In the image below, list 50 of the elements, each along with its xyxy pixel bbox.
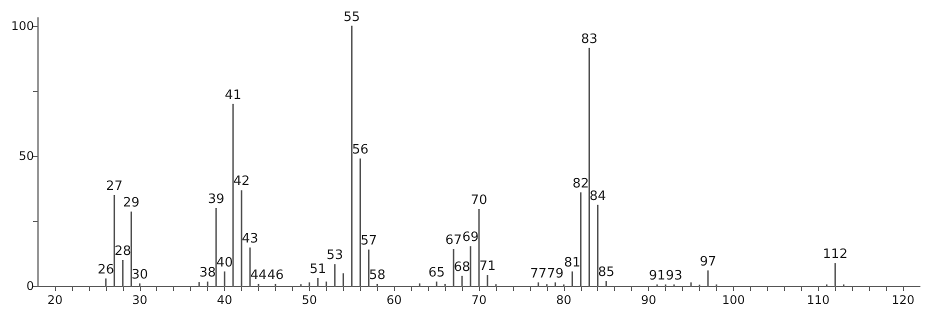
annotation: 81	[564, 255, 581, 270]
annotation: 40	[216, 255, 233, 270]
annotation: 46	[267, 268, 284, 283]
annotation: 57	[360, 234, 378, 249]
x-tick-label: 90	[640, 293, 656, 307]
annotation: 27	[106, 178, 123, 194]
annotation: 97	[700, 254, 716, 270]
annotation: 44	[250, 268, 267, 283]
x-tick-label: 50	[302, 293, 318, 307]
x-tick-label: 100	[722, 293, 745, 307]
annotation: 65	[428, 266, 445, 281]
annotation: 42	[233, 174, 250, 190]
annotation: 93	[666, 268, 682, 284]
annotation: 79	[547, 266, 564, 282]
annotation: 53	[326, 248, 344, 264]
annotation: 26	[98, 262, 114, 278]
x-tick-label: 60	[386, 293, 402, 307]
annotation: 83	[580, 32, 598, 47]
annotation: 69	[462, 230, 479, 246]
annotation: 77	[530, 266, 547, 282]
annotation: 71	[479, 259, 496, 274]
annotation: 85	[598, 265, 614, 280]
annotation: 67	[445, 233, 462, 248]
annotation: 84	[589, 188, 606, 204]
annotation: 68	[454, 260, 470, 275]
annotation: 28	[114, 244, 132, 259]
annotation: 43	[242, 231, 258, 246]
annotation: 58	[368, 268, 386, 283]
y-tick-label: 50	[18, 148, 34, 163]
annotation: 91	[648, 268, 666, 284]
y-tick-label: 0	[26, 279, 34, 293]
x-tick-label: 110	[806, 293, 830, 307]
x-tick-label: 20	[47, 293, 63, 307]
annotation: 55	[344, 10, 360, 25]
x-tick-label: 80	[556, 293, 572, 307]
y-tick-label: 100	[11, 18, 34, 33]
annotation: 70	[470, 192, 488, 208]
annotation: 82	[572, 176, 590, 192]
annotation: 51	[310, 262, 326, 277]
annotation: 112	[822, 247, 848, 262]
x-tick-label: 70	[471, 293, 487, 307]
x-tick-label: 30	[132, 293, 148, 307]
annotation: 56	[352, 142, 369, 158]
annotation: 39	[208, 192, 224, 207]
x-tick-label: 120	[892, 293, 914, 307]
annotation: 30	[131, 267, 148, 282]
annotation: 38	[199, 266, 216, 281]
x-tick-label: 40	[216, 293, 232, 307]
annotation: 41	[224, 88, 242, 103]
annotation: 29	[123, 196, 140, 211]
